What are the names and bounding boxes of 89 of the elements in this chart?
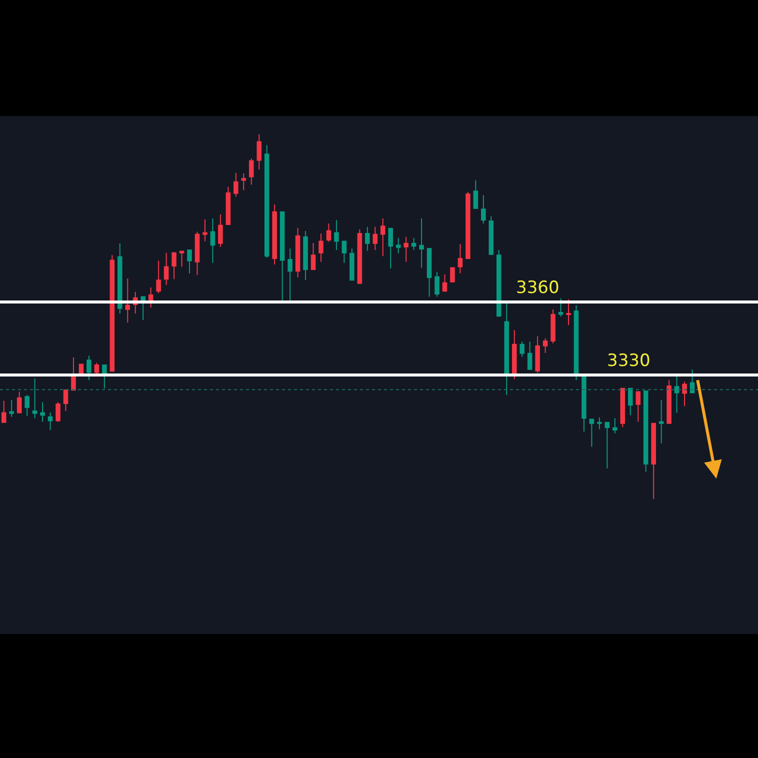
candlestick (326, 222, 332, 242)
candlestick (318, 232, 324, 262)
candlestick (690, 368, 695, 394)
candlestick (666, 380, 672, 424)
candlestick (234, 172, 238, 198)
candlestick (504, 302, 510, 396)
candlestick (442, 274, 448, 292)
candlestick (396, 237, 401, 254)
candlestick (56, 402, 60, 422)
candlestick (597, 416, 602, 430)
candlestick (226, 186, 231, 225)
candlestick (582, 376, 586, 432)
candlestick (643, 390, 648, 472)
candlestick (40, 402, 45, 422)
candlestick (164, 252, 169, 286)
candlestick (350, 248, 354, 281)
candlestick (264, 144, 270, 258)
candlestick (210, 218, 216, 264)
candlestick (658, 400, 664, 444)
candlestick (334, 220, 339, 250)
candlestick (488, 216, 494, 255)
candlestick (426, 248, 432, 298)
candlestick (110, 254, 115, 372)
candlestick (310, 242, 316, 270)
candlestick (16, 391, 22, 414)
candlestick (481, 194, 486, 224)
candlestick (194, 231, 200, 276)
candlestick (9, 400, 14, 418)
candlestick (125, 278, 130, 323)
candlestick (295, 227, 300, 278)
candlestick (63, 388, 68, 412)
candlestick (404, 236, 408, 262)
candlestick (388, 228, 393, 269)
candlestick (32, 378, 38, 419)
candlestick (187, 250, 192, 274)
candlestick (380, 218, 386, 257)
candlestick (604, 422, 610, 469)
candlestick (651, 422, 656, 500)
candlestick (372, 226, 378, 250)
candlestick (450, 267, 455, 282)
candlestick (612, 418, 618, 434)
candlestick (636, 391, 641, 422)
candlestick (550, 308, 556, 344)
ref-line-label: 3330 (607, 351, 650, 371)
candlestick (589, 418, 594, 448)
candlestick (674, 374, 680, 414)
candlestick (566, 298, 571, 326)
candlestick (473, 180, 478, 209)
candlestick (272, 204, 277, 265)
candlestick (365, 226, 370, 252)
candlestick (682, 381, 687, 407)
candlestick (620, 388, 626, 428)
candlestick (140, 296, 146, 321)
candlestick (94, 362, 100, 376)
candlestick (179, 250, 184, 268)
candlestick (117, 242, 122, 314)
candlestick (357, 228, 362, 284)
candlestick (574, 304, 579, 381)
candlestick (542, 338, 548, 354)
candlestick (303, 230, 308, 281)
candlestick (218, 214, 223, 248)
candlestick (71, 356, 76, 391)
candlestick (527, 341, 532, 370)
candlestick (86, 355, 92, 381)
candlestick (558, 298, 564, 318)
candlestick (24, 394, 30, 416)
candlestick (280, 211, 285, 302)
candlestick (411, 237, 416, 250)
candlestick (535, 336, 540, 374)
candlestick (156, 260, 161, 294)
candlestick (256, 134, 262, 170)
candlestick (434, 271, 440, 298)
candlestick (520, 341, 524, 358)
candlestick (288, 248, 292, 302)
candlestick (512, 330, 517, 380)
candlestick (202, 218, 208, 242)
ref-line-label: 3360 (516, 278, 560, 298)
candlestick (628, 388, 633, 416)
candlestick (102, 364, 107, 389)
candlestick (241, 172, 246, 191)
candlestick (172, 251, 176, 280)
candlestick (1, 400, 6, 423)
candlestick (496, 250, 502, 317)
candlestick (248, 158, 254, 186)
candlestick (419, 218, 424, 268)
candlestick (458, 244, 463, 274)
candlestick (466, 191, 470, 260)
candlestick (342, 240, 347, 264)
candlestick (48, 412, 53, 430)
